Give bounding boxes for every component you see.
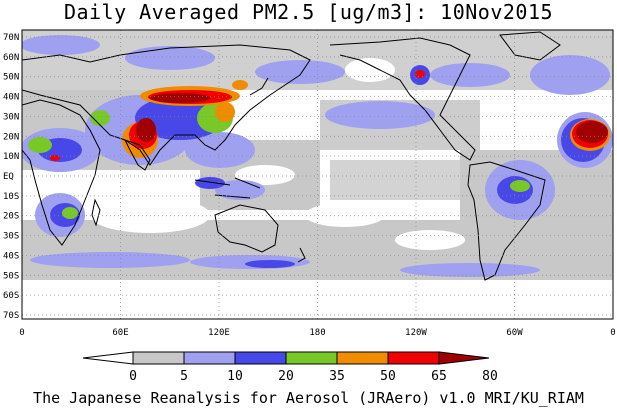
colorbar-tick-label: 10 bbox=[227, 369, 243, 384]
map-frame bbox=[21, 29, 614, 320]
colorbar-segment bbox=[285, 351, 338, 365]
lat-label: 40N bbox=[3, 93, 19, 103]
coastlines bbox=[22, 31, 561, 281]
colorbar-tick-label: 35 bbox=[329, 369, 345, 384]
lat-label: 50S bbox=[3, 271, 19, 281]
graticule bbox=[22, 30, 613, 319]
lon-label: 60W bbox=[506, 328, 523, 338]
latitude-labels: 70N 60N 50N 40N 30N 20N 10N EQ 10S 20S 30S 40S 50S 60… bbox=[3, 33, 19, 321]
colorbar-segment bbox=[234, 351, 287, 365]
colorbar-segment bbox=[387, 351, 440, 365]
lat-label: 60S bbox=[3, 291, 19, 301]
lat-label: EQ bbox=[3, 172, 14, 182]
colorbar-tick-label: 20 bbox=[278, 369, 294, 384]
lon-label: 60E bbox=[112, 328, 128, 338]
lat-label: 20S bbox=[3, 212, 19, 222]
lat-label: 70N bbox=[3, 33, 19, 43]
lon-label: 120E bbox=[208, 328, 230, 338]
lat-label: 10N bbox=[3, 152, 19, 162]
colorbar-segment bbox=[183, 351, 236, 365]
lon-label: 0 bbox=[19, 328, 24, 338]
colorbar-segment bbox=[336, 351, 389, 365]
colorbar-arrow-high bbox=[438, 351, 490, 365]
credit-line: The Japanese Reanalysis for Aerosol (JRA… bbox=[33, 389, 584, 407]
lat-label: 20N bbox=[3, 132, 19, 142]
lat-label: 10S bbox=[3, 192, 19, 202]
lon-label: 180 bbox=[309, 328, 325, 338]
lat-label: 50N bbox=[3, 73, 19, 83]
lat-label: 30S bbox=[3, 232, 19, 242]
lat-label: 30N bbox=[3, 112, 19, 122]
lat-label: 60N bbox=[3, 53, 19, 63]
longitude-labels: 0 60E 120E 180 120W 60W 0 bbox=[19, 328, 615, 338]
colorbar-tick-label: 65 bbox=[431, 369, 447, 384]
lat-label: 70S bbox=[3, 311, 19, 321]
colorbar-tick-label: 50 bbox=[380, 369, 396, 384]
colorbar-arrow-low bbox=[82, 351, 134, 365]
colorbar-segment bbox=[132, 351, 185, 365]
colorbar-tick-label: 0 bbox=[129, 369, 137, 384]
map-title: Daily Averaged PM2.5 [ug/m3]: 10Nov2015 bbox=[63, 0, 554, 24]
lat-label: 40S bbox=[3, 251, 19, 261]
colorbar-tick-label: 80 bbox=[482, 369, 498, 384]
colorbar: 0 5 10 20 35 50 65 80 bbox=[82, 351, 498, 384]
lon-label: 0 bbox=[610, 328, 615, 338]
lon-label: 120W bbox=[405, 328, 427, 338]
colorbar-tick-label: 5 bbox=[180, 369, 188, 384]
